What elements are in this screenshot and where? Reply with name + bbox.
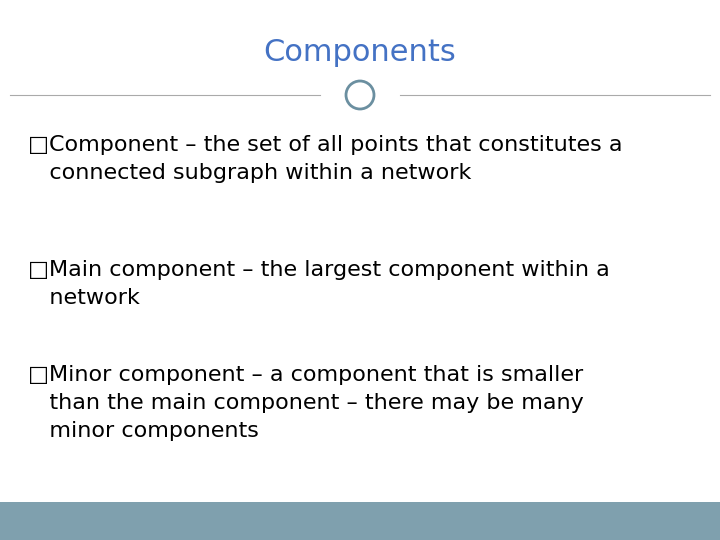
Text: network: network xyxy=(28,288,140,308)
Text: minor components: minor components xyxy=(28,421,259,441)
FancyBboxPatch shape xyxy=(0,502,720,540)
Text: Components: Components xyxy=(264,38,456,67)
Text: □Component – the set of all points that constitutes a: □Component – the set of all points that … xyxy=(28,135,623,155)
Text: □Minor component – a component that is smaller: □Minor component – a component that is s… xyxy=(28,365,583,385)
Text: connected subgraph within a network: connected subgraph within a network xyxy=(28,163,472,183)
Text: □Main component – the largest component within a: □Main component – the largest component … xyxy=(28,260,610,280)
Text: than the main component – there may be many: than the main component – there may be m… xyxy=(28,393,584,413)
